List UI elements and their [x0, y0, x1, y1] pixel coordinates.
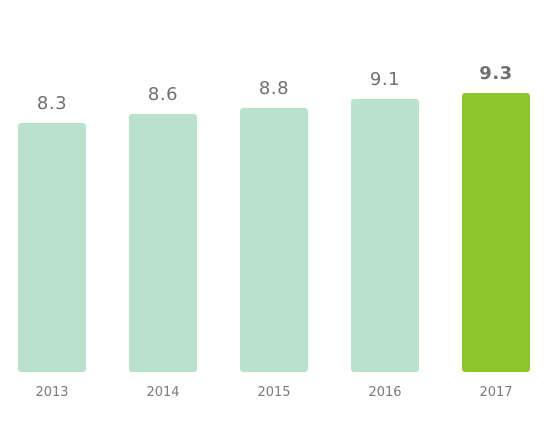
bar-2016: [351, 99, 419, 372]
x-axis-tick-labels: 2013 2014 2015 2016 2017: [35, 385, 512, 400]
x-tick-label-2017: 2017: [479, 385, 512, 400]
data-label-2014: 8.6: [148, 84, 178, 105]
x-tick-label-2014: 2014: [146, 385, 179, 400]
bar-2017: [462, 93, 530, 372]
bar-2013: [18, 123, 86, 372]
data-label-2017: 9.3: [479, 63, 512, 84]
x-tick-label-2013: 2013: [35, 385, 68, 400]
bars-layer: [18, 93, 530, 372]
x-tick-label-2015: 2015: [257, 385, 290, 400]
bar-2015: [240, 108, 308, 372]
bar-2014: [129, 114, 197, 372]
data-label-2013: 8.3: [37, 93, 67, 114]
value-labels-layer: 8.3 8.6 8.8 9.1 9.3: [37, 63, 512, 114]
x-tick-label-2016: 2016: [368, 385, 401, 400]
data-label-2015: 8.8: [259, 78, 289, 99]
data-label-2016: 9.1: [370, 69, 400, 90]
